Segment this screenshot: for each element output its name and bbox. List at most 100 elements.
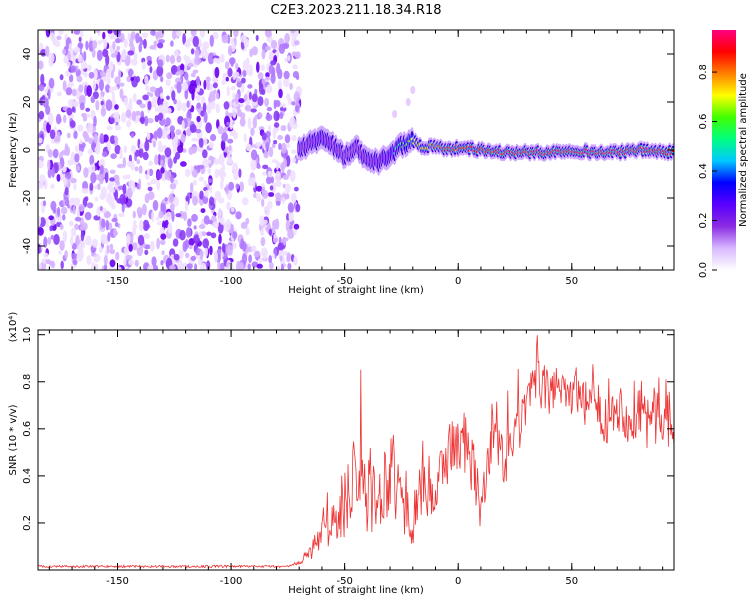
heatmap-noise-cell [128,243,133,252]
heatmap-noise-cell [265,76,271,81]
heatmap-noise-cell [270,39,278,50]
heatmap-noise-cell [156,221,164,226]
heatmap-noise-cell [144,75,149,85]
heatmap-noise-cell [151,211,155,222]
heatmap-noise-cell [118,69,122,79]
heatmap-noise-cell [235,78,241,83]
heatmap-noise-cell [67,82,75,87]
colorbar-tick-label: 0.4 [698,163,709,179]
heatmap-noise-cell [111,217,118,223]
heatmap-noise-cell [78,84,84,93]
heatmap-noise-cell [79,248,84,261]
heatmap-noise-cell [82,180,89,191]
heatmap-noise-cell [189,124,197,133]
heatmap-noise-cell [199,249,204,261]
heatmap-noise-cell [129,41,134,48]
heatmap-noise-cell [128,259,135,266]
heatmap-noise-cell [70,235,74,247]
heatmap-noise-cell [289,170,296,183]
heatmap-noise-cell [68,201,74,206]
heatmap-noise-cell [204,246,209,258]
heatmap-ylabel: Frequency (Hz) [8,112,19,188]
heatmap-noise-cell [43,252,49,258]
heatmap-noise-cell [113,30,120,36]
heatmap-noise-cell [71,243,77,250]
heatmap-noise-cell [141,61,146,70]
snr-plot-area [38,335,674,569]
heatmap-noise-cell [111,91,115,103]
heatmap-noise-cell [138,43,143,53]
heatmap-noise-cell [293,223,300,230]
heatmap-noise-cell [186,263,193,269]
heatmap-noise-cell [38,215,42,227]
heatmap-noise-cell [284,33,290,44]
heatmap-noise-cell [186,100,190,108]
heatmap-noise-cell [210,232,217,239]
heatmap-noise-cell [224,146,230,153]
heatmap-noise-cell [106,77,111,85]
heatmap-noise-cell [105,54,110,66]
heatmap-noise-cell [137,234,145,246]
heatmap-noise-cell [125,254,133,260]
heatmap-noise-cell [181,102,187,112]
heatmap-noise-cell [278,88,283,99]
heatmap-noise-cell [65,87,73,96]
heatmap-noise-cell [149,45,156,50]
y-tick-label: 0.6 [22,421,33,437]
heatmap-noise-cell [280,125,287,132]
heatmap-noise-cell [230,207,235,212]
heatmap-noise-cell [38,84,45,92]
heatmap-noise-cell [183,71,189,81]
heatmap-noise-cell [116,45,120,51]
heatmap-noise-cell [134,166,139,172]
heatmap-noise-cell [92,162,96,175]
heatmap-noise-cell [152,200,159,211]
heatmap-noise-cell [81,188,89,194]
heatmap-noise-cell [76,209,81,218]
heatmap-noise-cell [48,215,54,221]
heatmap-noise-cell [215,103,220,114]
heatmap-noise-cell [217,125,224,135]
heatmap-noise-cell [100,233,107,245]
heatmap-noise-cell [107,30,113,34]
heatmap-noise-cell [86,255,92,266]
heatmap-noise-cell [158,140,162,148]
heatmap-noise-cell [291,157,296,164]
heatmap-noise-cell [149,66,153,74]
heatmap-noise-cell [253,250,261,258]
heatmap-noise-cell [154,32,160,38]
heatmap-noise-cell [241,83,245,94]
heatmap-noise-cell [82,130,88,139]
heatmap-noise-cell [146,131,151,141]
heatmap-noise-cell [217,260,221,270]
colorbar: 0.0 0.2 0.4 0.6 0.8 Normalized spectral ampl… [698,30,749,278]
heatmap-noise-cell [269,185,274,191]
heatmap-noise-cell [59,223,64,230]
heatmap-noise-cell [294,51,301,59]
heatmap-noise-cell [114,76,121,85]
heatmap-noise-cell [268,228,273,236]
heatmap-noise-cell [281,196,286,205]
heatmap-noise-cell [123,259,127,265]
heatmap-noise-cell [139,142,144,149]
heatmap-noise-cell [170,174,174,184]
heatmap-noise-cell [230,57,234,67]
heatmap-noise-cell [242,69,247,78]
heatmap-noise-cell [249,136,253,147]
heatmap-noise-cell [289,82,293,90]
heatmap-noise-cell [284,183,291,194]
heatmap-noise-cell [55,113,62,125]
heatmap-noise-cell [211,77,218,83]
heatmap-noise-cell [176,55,182,63]
heatmap-noise-cell [185,227,192,238]
x-tick-label: -100 [220,276,243,287]
x-tick-label: 0 [455,576,461,587]
heatmap-noise-cell [79,139,83,145]
heatmap-noise-cell [148,168,154,177]
heatmap-noise-cell [190,182,194,193]
snr-xlabel: Height of straight line (km) [288,585,424,596]
heatmap-noise-cell [66,107,73,116]
heatmap-noise-cell [90,261,96,270]
heatmap-noise-cell [156,216,160,221]
heatmap-noise-cell [96,206,101,217]
